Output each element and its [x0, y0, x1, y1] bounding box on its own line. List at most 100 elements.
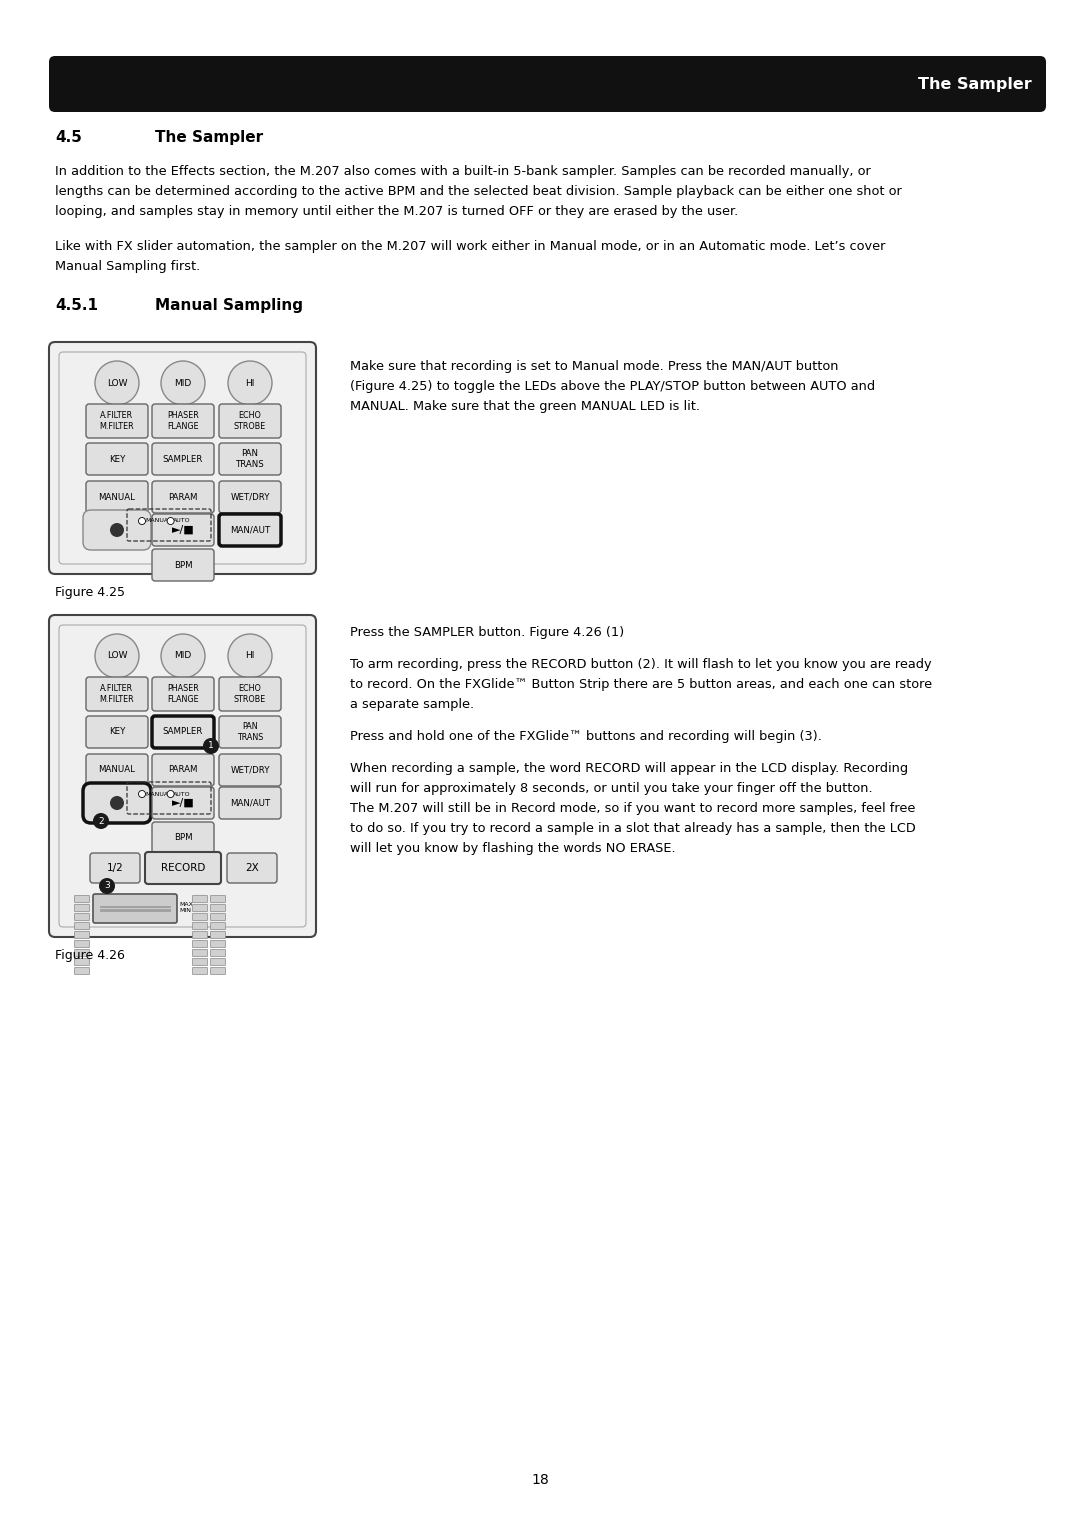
- Text: A.FILTER
M.FILTER: A.FILTER M.FILTER: [99, 412, 134, 430]
- FancyBboxPatch shape: [152, 550, 214, 581]
- FancyBboxPatch shape: [93, 893, 177, 924]
- FancyBboxPatch shape: [152, 404, 214, 438]
- FancyBboxPatch shape: [75, 931, 90, 939]
- FancyBboxPatch shape: [75, 904, 90, 911]
- FancyBboxPatch shape: [152, 716, 214, 748]
- FancyBboxPatch shape: [49, 615, 316, 937]
- Text: WET/DRY: WET/DRY: [230, 492, 270, 501]
- Text: will let you know by flashing the words NO ERASE.: will let you know by flashing the words …: [350, 842, 676, 855]
- Text: MAN/AUT: MAN/AUT: [230, 798, 270, 807]
- FancyBboxPatch shape: [192, 931, 207, 939]
- Text: MAN/AUT: MAN/AUT: [230, 525, 270, 534]
- FancyBboxPatch shape: [211, 895, 226, 902]
- Circle shape: [228, 634, 272, 678]
- Circle shape: [110, 522, 124, 537]
- Text: When recording a sample, the word RECORD will appear in the LCD display. Recordi: When recording a sample, the word RECORD…: [350, 762, 908, 775]
- FancyBboxPatch shape: [192, 904, 207, 911]
- FancyBboxPatch shape: [219, 444, 281, 475]
- Text: PHASER
FLANGE: PHASER FLANGE: [167, 412, 199, 430]
- FancyBboxPatch shape: [219, 787, 281, 819]
- Text: The M.207 will still be in Record mode, so if you want to record more samples, f: The M.207 will still be in Record mode, …: [350, 802, 916, 815]
- Text: MANUAL: MANUAL: [145, 518, 172, 524]
- FancyBboxPatch shape: [227, 852, 276, 883]
- Text: ECHO
STROBE: ECHO STROBE: [234, 684, 266, 704]
- Text: will run for approximately 8 seconds, or until you take your finger off the butt: will run for approximately 8 seconds, or…: [350, 783, 873, 795]
- Text: lengths can be determined according to the active BPM and the selected beat divi: lengths can be determined according to t…: [55, 185, 902, 198]
- Text: To arm recording, press the RECORD button (2). It will flash to let you know you: To arm recording, press the RECORD butto…: [350, 659, 932, 671]
- Text: SAMPLER: SAMPLER: [163, 728, 203, 736]
- Text: looping, and samples stay in memory until either the M.207 is turned OFF or they: looping, and samples stay in memory unti…: [55, 204, 739, 218]
- Text: MAX: MAX: [179, 902, 193, 907]
- FancyBboxPatch shape: [192, 922, 207, 930]
- FancyBboxPatch shape: [192, 895, 207, 902]
- FancyBboxPatch shape: [145, 852, 221, 884]
- Text: ECHO
STROBE: ECHO STROBE: [234, 412, 266, 430]
- Text: MIN: MIN: [179, 908, 191, 913]
- FancyBboxPatch shape: [75, 913, 90, 921]
- Circle shape: [138, 790, 146, 798]
- FancyBboxPatch shape: [152, 481, 214, 513]
- FancyBboxPatch shape: [75, 940, 90, 948]
- FancyBboxPatch shape: [219, 404, 281, 438]
- FancyBboxPatch shape: [152, 822, 214, 854]
- Text: Press and hold one of the FXGlide™ buttons and recording will begin (3).: Press and hold one of the FXGlide™ butto…: [350, 730, 822, 743]
- FancyBboxPatch shape: [211, 958, 226, 966]
- FancyBboxPatch shape: [219, 754, 281, 786]
- Circle shape: [93, 813, 109, 830]
- Text: 1: 1: [208, 742, 214, 751]
- Text: Figure 4.25: Figure 4.25: [55, 586, 125, 600]
- FancyBboxPatch shape: [219, 513, 281, 547]
- FancyBboxPatch shape: [75, 949, 90, 957]
- FancyBboxPatch shape: [152, 513, 214, 547]
- Circle shape: [161, 634, 205, 678]
- Text: BPM: BPM: [174, 560, 192, 569]
- FancyBboxPatch shape: [83, 783, 151, 824]
- FancyBboxPatch shape: [211, 922, 226, 930]
- Text: 2X: 2X: [245, 863, 259, 874]
- Circle shape: [167, 518, 174, 524]
- FancyBboxPatch shape: [211, 904, 226, 911]
- FancyBboxPatch shape: [86, 404, 148, 438]
- Text: LOW: LOW: [107, 651, 127, 660]
- Text: MANUAL: MANUAL: [98, 492, 135, 501]
- Text: RECORD: RECORD: [161, 863, 205, 874]
- FancyBboxPatch shape: [211, 940, 226, 948]
- FancyBboxPatch shape: [211, 967, 226, 975]
- Text: PAN
TRANS: PAN TRANS: [235, 450, 265, 469]
- Circle shape: [228, 360, 272, 406]
- FancyBboxPatch shape: [49, 342, 316, 574]
- Text: a separate sample.: a separate sample.: [350, 698, 474, 712]
- FancyBboxPatch shape: [192, 967, 207, 975]
- FancyBboxPatch shape: [152, 787, 214, 819]
- Text: to do so. If you try to record a sample in a slot that already has a sample, the: to do so. If you try to record a sample …: [350, 822, 916, 836]
- Text: KEY: KEY: [109, 454, 125, 463]
- FancyBboxPatch shape: [75, 922, 90, 930]
- Text: 18: 18: [531, 1473, 549, 1487]
- Text: LOW: LOW: [107, 378, 127, 388]
- Text: AUTO: AUTO: [173, 792, 191, 796]
- Text: AUTO: AUTO: [173, 518, 191, 524]
- FancyBboxPatch shape: [75, 895, 90, 902]
- Text: Manual Sampling: Manual Sampling: [156, 298, 303, 313]
- Text: ►/■: ►/■: [172, 798, 194, 808]
- Circle shape: [161, 360, 205, 406]
- Text: PAN
TRANS: PAN TRANS: [237, 722, 264, 742]
- FancyBboxPatch shape: [152, 444, 214, 475]
- Text: 4.5.1: 4.5.1: [55, 298, 98, 313]
- Text: Figure 4.26: Figure 4.26: [55, 949, 125, 961]
- Circle shape: [99, 878, 114, 893]
- Text: (Figure 4.25) to toggle the LEDs above the PLAY/STOP button between AUTO and: (Figure 4.25) to toggle the LEDs above t…: [350, 380, 875, 394]
- FancyBboxPatch shape: [152, 754, 214, 786]
- Circle shape: [110, 796, 124, 810]
- FancyBboxPatch shape: [152, 677, 214, 712]
- Circle shape: [167, 790, 174, 798]
- FancyBboxPatch shape: [75, 967, 90, 975]
- Text: MANUAL: MANUAL: [98, 766, 135, 775]
- FancyBboxPatch shape: [86, 481, 148, 513]
- Text: A.FILTER
M.FILTER: A.FILTER M.FILTER: [99, 684, 134, 704]
- Text: MID: MID: [174, 651, 191, 660]
- Circle shape: [138, 518, 146, 524]
- Text: PARAM: PARAM: [168, 766, 198, 775]
- Text: Press the SAMPLER button. Figure 4.26 (1): Press the SAMPLER button. Figure 4.26 (1…: [350, 625, 624, 639]
- Text: 4.5: 4.5: [55, 130, 82, 145]
